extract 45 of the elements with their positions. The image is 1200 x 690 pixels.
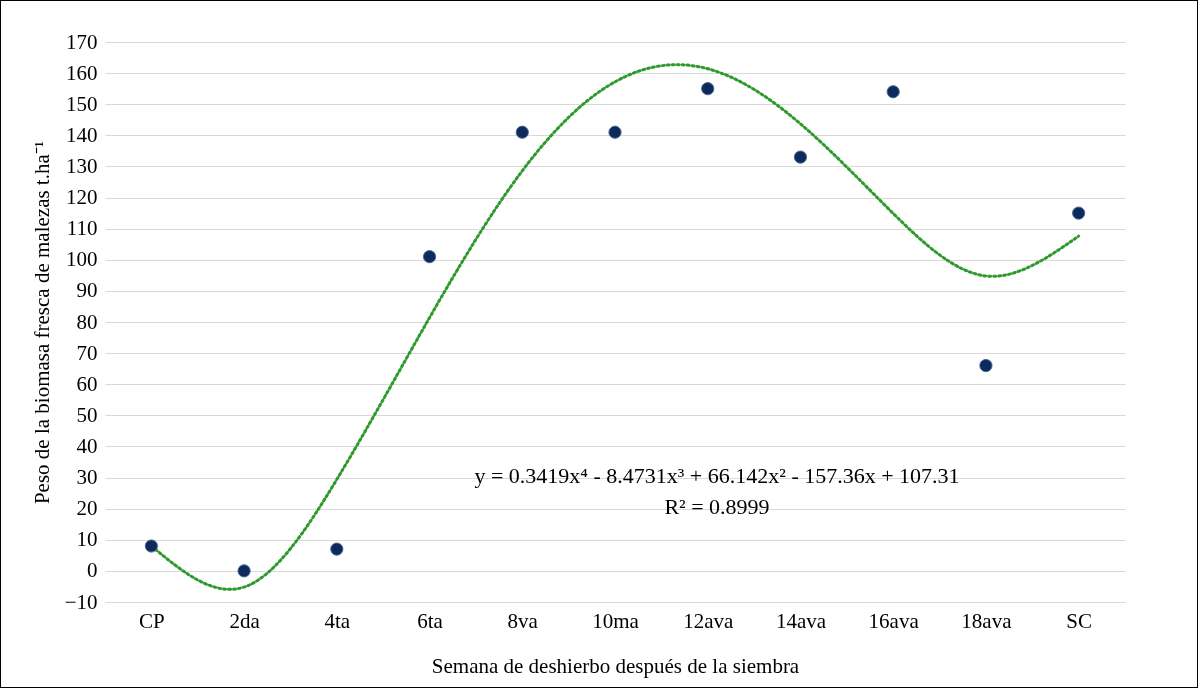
point bbox=[144, 539, 158, 553]
annotation: y = 0.3419x⁴ - 8.4731x³ + 66.142x² - 157.36x + 107.31 bbox=[474, 463, 960, 488]
point bbox=[608, 125, 622, 139]
point bbox=[330, 542, 344, 556]
y-tick-label: 30 bbox=[76, 465, 98, 490]
y-tick-label: 130 bbox=[66, 153, 98, 178]
x-tick-label: CP bbox=[139, 608, 165, 633]
y-tick-label: 110 bbox=[66, 216, 98, 241]
point bbox=[979, 358, 993, 373]
x-tick-label: 12ava bbox=[683, 608, 734, 633]
y-tick-label: 100 bbox=[66, 247, 98, 272]
y-tick-label: 60 bbox=[76, 371, 98, 396]
y-axis-title: Peso de la biomasa fresca de malezas t.ha⁻¹ bbox=[29, 140, 54, 505]
y-tick-label: 0 bbox=[87, 558, 98, 583]
y-tick-label: 90 bbox=[76, 278, 98, 303]
x-tick-label: 18ava bbox=[961, 608, 1013, 633]
x-tick-label: 10ma bbox=[592, 608, 640, 633]
x-tick-label: 2da bbox=[229, 608, 261, 633]
x-tick-label: 16ava bbox=[868, 608, 920, 633]
point bbox=[1072, 206, 1086, 220]
y-tick-label: 50 bbox=[76, 402, 98, 427]
x-axis-title: Semana de deshierbo después de la siembra bbox=[431, 653, 800, 678]
y-tick-label: 120 bbox=[66, 185, 98, 210]
x-tick-label: 4ta bbox=[324, 608, 351, 633]
y-tick-label: 40 bbox=[76, 433, 98, 458]
y-tick-label: 140 bbox=[66, 122, 98, 147]
y-tick-label: 150 bbox=[66, 91, 98, 116]
point bbox=[515, 125, 529, 139]
x-tick-label: 6ta bbox=[417, 608, 444, 633]
y-tick-label: 170 bbox=[66, 29, 98, 54]
annotation: R² = 0.8999 bbox=[664, 494, 770, 519]
point bbox=[422, 250, 437, 264]
y-tick-label: 10 bbox=[76, 527, 98, 552]
y-tick-label: 160 bbox=[66, 60, 98, 85]
y-tick-label: 20 bbox=[76, 496, 98, 521]
point bbox=[701, 82, 715, 96]
x-tick-label: SC bbox=[1066, 608, 1092, 633]
point bbox=[886, 85, 900, 99]
y-tick-label: 70 bbox=[76, 340, 98, 365]
x-tick-label: 14ava bbox=[775, 608, 827, 633]
y-tick-label: 80 bbox=[76, 309, 98, 334]
x-tick-label: 8va bbox=[507, 608, 539, 633]
point bbox=[237, 564, 251, 578]
y-tick-label: −10 bbox=[64, 589, 98, 614]
point bbox=[793, 150, 808, 164]
